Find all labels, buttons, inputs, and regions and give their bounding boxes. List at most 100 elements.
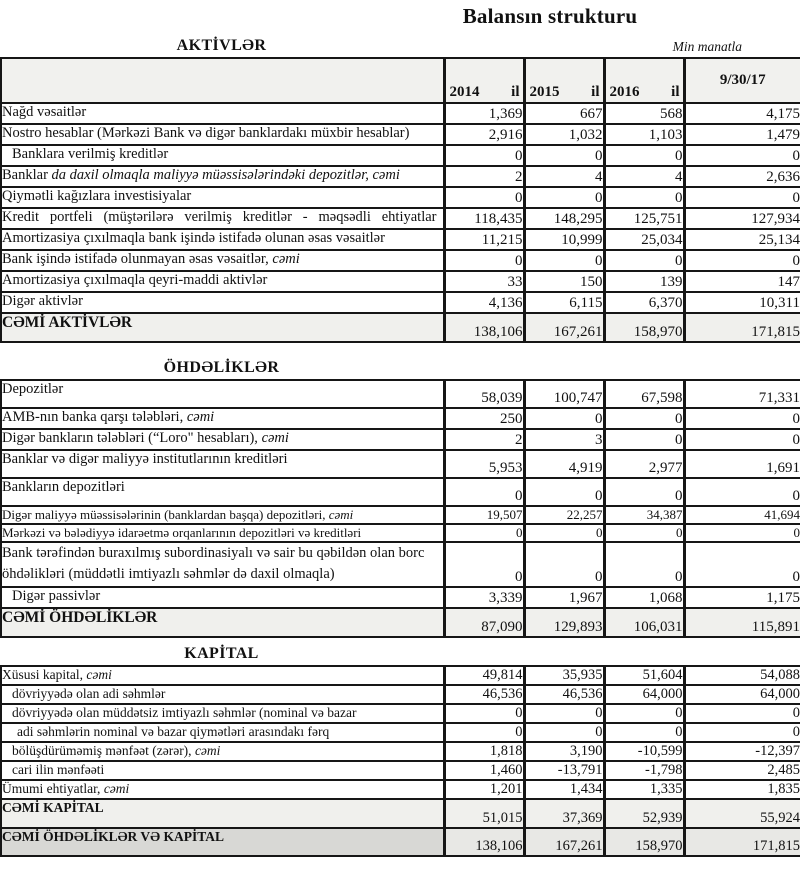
value-cell: 147 [682,270,800,293]
liabilities-header-row: ÖHDƏLİKLƏR [0,359,800,377]
table-row: Digər maliyyə müəssisələrinin (banklarda… [0,505,800,525]
capital-table: Xüsusi kapital, cəmi 49,814 35,935 51,604 54… [0,665,800,857]
row-label: AMB-nın banka qarşı tələbləri, cəmi [0,407,445,430]
row-label: Depozitlər [0,379,445,409]
value-cell: 250 [442,407,525,430]
row-label: Digər bankların tələbləri (“Loro" hesabl… [0,428,445,451]
value-cell: 2,636 [682,165,800,188]
value-cell: 150 [522,270,605,293]
value-cell: 0 [602,722,685,743]
table-row: Digər aktivlər 4,136 6,115 6,370 10,311 [0,291,800,314]
value-cell: 0 [682,144,800,167]
value-cell: 125,751 [602,207,685,230]
value-cell: 3,190 [522,741,605,762]
value-cell: 0 [442,722,525,743]
assets-table: 2014 il 2015 il 2016 il 9/30/17 Nağd vəsait… [0,57,800,343]
row-label: Digər maliyyə müəssisələrinin (banklarda… [0,505,445,525]
value-cell: 2,977 [602,449,685,479]
year-suffix: il [591,84,600,100]
value-cell: 138,106 [442,827,525,857]
value-cell: 0 [682,703,800,724]
value-cell: 0 [602,144,685,167]
value-cell: 0 [602,407,685,430]
header-year-2016: 2016 il [602,57,685,104]
row-label: cari ilin mənfəəti [0,760,445,781]
value-cell: 4 [522,165,605,188]
value-cell: 64,000 [682,684,800,705]
value-cell: 35,935 [522,665,605,686]
row-label: CƏMİ ÖHDƏLİKLƏR VƏ KAPİTAL [0,827,445,857]
value-cell: 11,215 [442,228,525,251]
table-row: Banklara verilmiş kreditlər 0 0 0 0 [0,144,800,167]
value-cell: 3,339 [442,586,525,609]
row-label: Bank tərəfindən buraxılmış subordinasiya… [0,541,445,588]
value-cell: 0 [442,523,525,543]
row-label: Amortizasiya çıxılmaqla bank işində isti… [0,228,445,251]
table-row: Banklar da daxil olmaqla maliyyə müəssis… [0,165,800,188]
table-row: Depozitlər 58,039 100,747 67,598 71,331 [0,379,800,409]
table-row: Amortizasiya çıxılmaqla qeyri-maddi akti… [0,270,800,293]
page-title: Balansın strukturu [462,4,638,28]
value-cell: 171,815 [682,827,800,857]
capital-header-row: KAPİTAL [0,645,800,663]
value-cell: 158,970 [602,312,685,343]
header-year-2015: 2015 il [522,57,605,104]
table-row: Bank tərəfindən buraxılmış subordinasiya… [0,541,800,588]
table-row: Nağd vəsaitlər 1,369 667 568 4,175 [0,102,800,125]
value-cell: 1,479 [682,123,800,146]
value-cell: 1,460 [442,760,525,781]
value-cell: 51,015 [442,798,525,829]
value-cell: 0 [682,186,800,209]
value-cell: 139 [602,270,685,293]
section-heading-assets: AKTİVLƏR [176,37,267,54]
value-cell: 0 [522,477,605,507]
value-cell: 51,604 [602,665,685,686]
value-cell: 2,916 [442,123,525,146]
unit-note: Min manatla [672,39,742,54]
table-row: Amortizasiya çıxılmaqla bank işində isti… [0,228,800,251]
value-cell: 67,598 [602,379,685,409]
value-cell: 0 [602,523,685,543]
value-cell: 0 [522,722,605,743]
row-label: Banklar da daxil olmaqla maliyyə müəssis… [0,165,445,188]
value-cell: 158,970 [602,827,685,857]
row-label: Ümumi ehtiyatlar, cəmi [0,779,445,800]
header-date-col: 9/30/17 [682,57,800,104]
table-row: bölüşdürüməmiş mənfəət (zərər), cəmi 1,81… [0,741,800,762]
value-cell: 2 [442,428,525,451]
value-cell: 0 [602,703,685,724]
value-cell: 138,106 [442,312,525,343]
row-label: dövriyyədə olan müddətsiz imtiyazlı səhm… [0,703,445,724]
value-cell: 568 [602,102,685,125]
row-label: Qiymətli kağızlara investisiyalar [0,186,445,209]
value-cell: 10,999 [522,228,605,251]
year-suffix: il [671,84,680,100]
row-label: CƏMİ KAPİTAL [0,798,445,829]
value-cell: 71,331 [682,379,800,409]
value-cell: 1,369 [442,102,525,125]
row-label: Banklara verilmiş kreditlər [0,144,445,167]
value-cell: 25,034 [602,228,685,251]
value-cell: 1,175 [682,586,800,609]
value-cell: 0 [602,477,685,507]
value-cell: 0 [442,144,525,167]
table-row: Banklar və digər maliyyə institutlarının… [0,449,800,479]
value-cell: 129,893 [522,607,605,638]
value-cell: 0 [522,407,605,430]
value-cell: 0 [442,249,525,272]
row-label: Bankların depozitləri [0,477,445,507]
value-cell: 1,201 [442,779,525,800]
value-cell: 2 [442,165,525,188]
value-cell: 4 [602,165,685,188]
value-cell: 33 [442,270,525,293]
year-label: 2014 [449,84,480,100]
value-cell: 0 [602,428,685,451]
value-cell: 0 [682,722,800,743]
table-row: Nostro hesablar (Mərkəzi Bank və digər b… [0,123,800,146]
value-cell: 3 [522,428,605,451]
year-label: 2016 [609,84,640,100]
value-cell: 0 [442,186,525,209]
table-row: Bankların depozitləri 0 0 0 0 [0,477,800,507]
value-cell: -12,397 [682,741,800,762]
value-cell: 1,818 [442,741,525,762]
